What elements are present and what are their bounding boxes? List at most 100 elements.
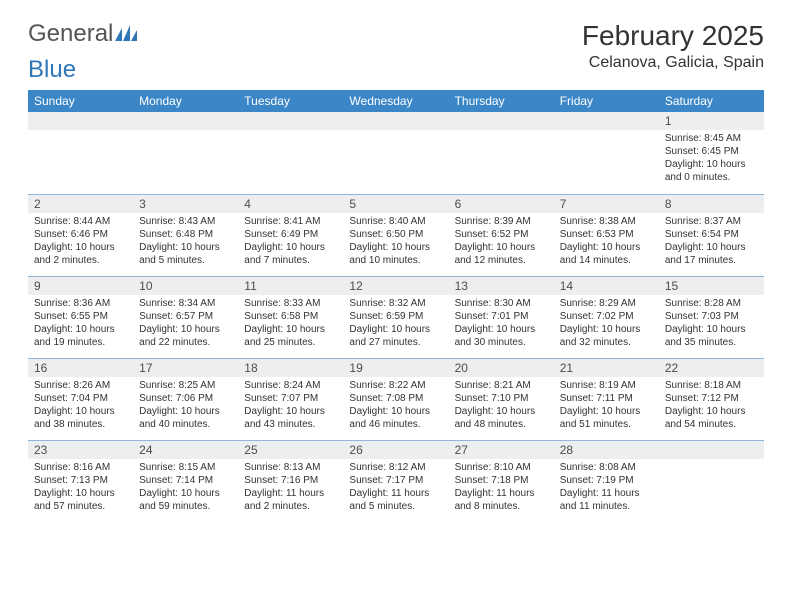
day-body: Sunrise: 8:13 AMSunset: 7:16 PMDaylight:…: [238, 459, 343, 517]
calendar-cell: 28Sunrise: 8:08 AMSunset: 7:19 PMDayligh…: [554, 440, 659, 522]
day-number: 8: [659, 195, 764, 213]
day-number: 3: [133, 195, 238, 213]
day-body: Sunrise: 8:22 AMSunset: 7:08 PMDaylight:…: [343, 377, 448, 435]
day-number: [659, 441, 764, 459]
calendar-row: 23Sunrise: 8:16 AMSunset: 7:13 PMDayligh…: [28, 440, 764, 522]
day-number: [343, 112, 448, 130]
calendar-cell: 3Sunrise: 8:43 AMSunset: 6:48 PMDaylight…: [133, 194, 238, 276]
daylight-text: Daylight: 10 hours and 48 minutes.: [455, 405, 548, 431]
calendar-cell: 23Sunrise: 8:16 AMSunset: 7:13 PMDayligh…: [28, 440, 133, 522]
day-number: [449, 112, 554, 130]
daylight-text: Daylight: 11 hours and 8 minutes.: [455, 487, 548, 513]
weekday-header: Monday: [133, 90, 238, 112]
sunrise-text: Sunrise: 8:13 AM: [244, 461, 337, 474]
calendar-cell: 27Sunrise: 8:10 AMSunset: 7:18 PMDayligh…: [449, 440, 554, 522]
day-number: 5: [343, 195, 448, 213]
daylight-text: Daylight: 10 hours and 30 minutes.: [455, 323, 548, 349]
sunset-text: Sunset: 6:57 PM: [139, 310, 232, 323]
calendar-cell: 11Sunrise: 8:33 AMSunset: 6:58 PMDayligh…: [238, 276, 343, 358]
sunrise-text: Sunrise: 8:32 AM: [349, 297, 442, 310]
sunset-text: Sunset: 6:55 PM: [34, 310, 127, 323]
logo-flag-icon: [115, 20, 137, 48]
daylight-text: Daylight: 11 hours and 5 minutes.: [349, 487, 442, 513]
sunset-text: Sunset: 7:13 PM: [34, 474, 127, 487]
weekday-header: Friday: [554, 90, 659, 112]
logo: General: [28, 20, 139, 48]
calendar-cell: 4Sunrise: 8:41 AMSunset: 6:49 PMDaylight…: [238, 194, 343, 276]
day-body: Sunrise: 8:28 AMSunset: 7:03 PMDaylight:…: [659, 295, 764, 353]
daylight-text: Daylight: 10 hours and 43 minutes.: [244, 405, 337, 431]
calendar-cell: 20 Sunrise: 8:21 AMSunset: 7:10 PMDayligh…: [449, 358, 554, 440]
day-body: Sunrise: 8:41 AMSunset: 6:49 PMDaylight:…: [238, 213, 343, 271]
day-number: 11: [238, 277, 343, 295]
calendar-cell: 22Sunrise: 8:18 AMSunset: 7:12 PMDayligh…: [659, 358, 764, 440]
daylight-text: Daylight: 10 hours and 25 minutes.: [244, 323, 337, 349]
day-number: 4: [238, 195, 343, 213]
day-body: Sunrise: 8:30 AMSunset: 7:01 PMDaylight:…: [449, 295, 554, 353]
day-body: Sunrise: 8:34 AMSunset: 6:57 PMDaylight:…: [133, 295, 238, 353]
daylight-text: Daylight: 10 hours and 19 minutes.: [34, 323, 127, 349]
day-body: Sunrise: 8:25 AMSunset: 7:06 PMDaylight:…: [133, 377, 238, 435]
calendar-cell: 8Sunrise: 8:37 AMSunset: 6:54 PMDaylight…: [659, 194, 764, 276]
sunrise-text: Sunrise: 8:41 AM: [244, 215, 337, 228]
calendar-cell: 13Sunrise: 8:30 AMSunset: 7:01 PMDayligh…: [449, 276, 554, 358]
sunrise-text: Sunrise: 8:10 AM: [455, 461, 548, 474]
sunrise-text: Sunrise: 8:44 AM: [34, 215, 127, 228]
daylight-text: Daylight: 10 hours and 2 minutes.: [34, 241, 127, 267]
daylight-text: Daylight: 10 hours and 0 minutes.: [665, 158, 758, 184]
calendar-cell: 5Sunrise: 8:40 AMSunset: 6:50 PMDaylight…: [343, 194, 448, 276]
day-body: Sunrise: 8:10 AMSunset: 7:18 PMDaylight:…: [449, 459, 554, 517]
sunset-text: Sunset: 7:04 PM: [34, 392, 127, 405]
sunrise-text: Sunrise: 8:37 AM: [665, 215, 758, 228]
sunrise-text: Sunrise: 8:18 AM: [665, 379, 758, 392]
calendar-row: 2Sunrise: 8:44 AMSunset: 6:46 PMDaylight…: [28, 194, 764, 276]
weekday-header: Sunday: [28, 90, 133, 112]
daylight-text: Daylight: 10 hours and 57 minutes.: [34, 487, 127, 513]
calendar-cell: [133, 112, 238, 194]
day-body: Sunrise: 8:40 AMSunset: 6:50 PMDaylight:…: [343, 213, 448, 271]
weekday-header: Thursday: [449, 90, 554, 112]
sunrise-text: Sunrise: 8:40 AM: [349, 215, 442, 228]
day-number: 14: [554, 277, 659, 295]
sunset-text: Sunset: 7:16 PM: [244, 474, 337, 487]
day-number: 7: [554, 195, 659, 213]
sunset-text: Sunset: 7:19 PM: [560, 474, 653, 487]
sunset-text: Sunset: 7:08 PM: [349, 392, 442, 405]
sunrise-text: Sunrise: 8:22 AM: [349, 379, 442, 392]
day-body: Sunrise: 8:26 AMSunset: 7:04 PMDaylight:…: [28, 377, 133, 435]
day-number: 21: [554, 359, 659, 377]
day-number: 2: [28, 195, 133, 213]
day-body: Sunrise: 8:18 AMSunset: 7:12 PMDaylight:…: [659, 377, 764, 435]
day-number: 20: [449, 359, 554, 377]
day-body: Sunrise: 8:08 AMSunset: 7:19 PMDaylight:…: [554, 459, 659, 517]
day-body: Sunrise: 8:12 AMSunset: 7:17 PMDaylight:…: [343, 459, 448, 517]
day-number: [133, 112, 238, 130]
sunrise-text: Sunrise: 8:43 AM: [139, 215, 232, 228]
day-body: Sunrise: 8:15 AMSunset: 7:14 PMDaylight:…: [133, 459, 238, 517]
weekday-header: Wednesday: [343, 90, 448, 112]
sunset-text: Sunset: 7:18 PM: [455, 474, 548, 487]
calendar-cell: 17Sunrise: 8:25 AMSunset: 7:06 PMDayligh…: [133, 358, 238, 440]
calendar-cell: 24Sunrise: 8:15 AMSunset: 7:14 PMDayligh…: [133, 440, 238, 522]
sunset-text: Sunset: 6:54 PM: [665, 228, 758, 241]
sunrise-text: Sunrise: 8:21 AM: [455, 379, 548, 392]
daylight-text: Daylight: 10 hours and 38 minutes.: [34, 405, 127, 431]
calendar-cell: 7Sunrise: 8:38 AMSunset: 6:53 PMDaylight…: [554, 194, 659, 276]
day-body: Sunrise: 8:45 AMSunset: 6:45 PMDaylight:…: [659, 130, 764, 188]
day-number: 24: [133, 441, 238, 459]
sunset-text: Sunset: 6:45 PM: [665, 145, 758, 158]
calendar-row: 16Sunrise: 8:26 AMSunset: 7:04 PMDayligh…: [28, 358, 764, 440]
day-number: 15: [659, 277, 764, 295]
calendar-cell: [659, 440, 764, 522]
sunset-text: Sunset: 7:10 PM: [455, 392, 548, 405]
sunrise-text: Sunrise: 8:30 AM: [455, 297, 548, 310]
day-body: Sunrise: 8:44 AMSunset: 6:46 PMDaylight:…: [28, 213, 133, 271]
sunrise-text: Sunrise: 8:33 AM: [244, 297, 337, 310]
sunrise-text: Sunrise: 8:45 AM: [665, 132, 758, 145]
sunrise-text: Sunrise: 8:08 AM: [560, 461, 653, 474]
calendar-cell: 15Sunrise: 8:28 AMSunset: 7:03 PMDayligh…: [659, 276, 764, 358]
daylight-text: Daylight: 10 hours and 14 minutes.: [560, 241, 653, 267]
daylight-text: Daylight: 10 hours and 12 minutes.: [455, 241, 548, 267]
logo-text-blue: Blue: [28, 56, 76, 84]
day-number: 18: [238, 359, 343, 377]
